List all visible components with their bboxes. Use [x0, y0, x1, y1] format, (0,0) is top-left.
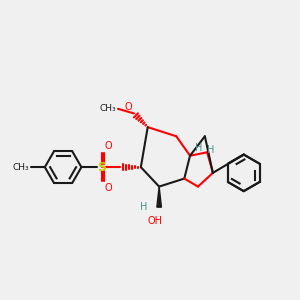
Text: CH₃: CH₃: [99, 104, 116, 113]
Text: S: S: [98, 160, 106, 174]
Text: H: H: [207, 146, 214, 155]
Text: OH: OH: [147, 216, 162, 226]
Text: O: O: [104, 141, 112, 151]
Text: H: H: [140, 202, 148, 212]
Text: O: O: [124, 102, 132, 112]
Text: CH₃: CH₃: [12, 163, 29, 172]
Text: H: H: [195, 143, 202, 153]
Text: O: O: [104, 183, 112, 193]
Polygon shape: [157, 187, 161, 207]
